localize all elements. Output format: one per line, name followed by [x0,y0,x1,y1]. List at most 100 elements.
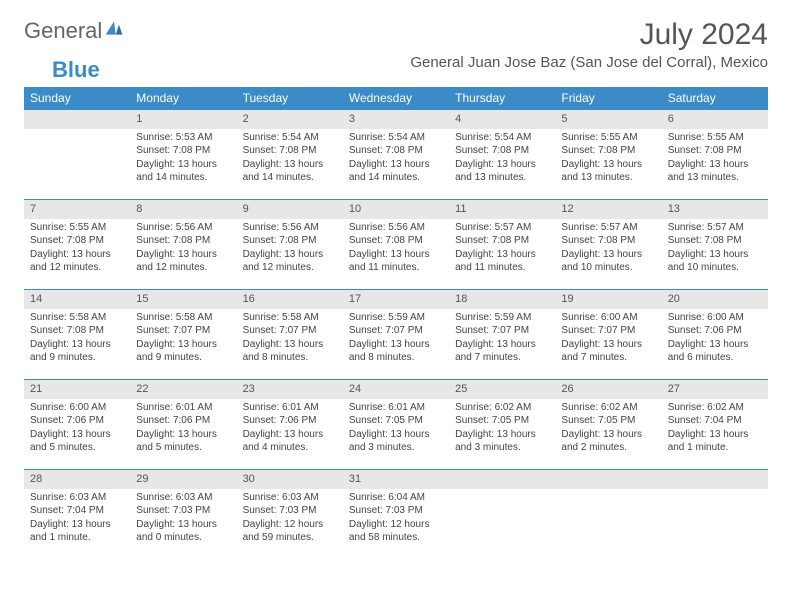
detail-line: Daylight: 13 hours [668,428,762,442]
day-number: 1 [130,109,236,129]
detail-line: Sunrise: 5:56 AM [349,221,443,235]
day-details: Sunrise: 5:54 AMSunset: 7:08 PMDaylight:… [343,129,449,189]
detail-line: Sunset: 7:08 PM [668,234,762,248]
day-number: 3 [343,109,449,129]
logo-sub: Blue [24,57,768,83]
detail-line: Sunrise: 6:03 AM [243,491,337,505]
detail-line: Daylight: 13 hours [136,248,230,262]
day-details: Sunrise: 5:57 AMSunset: 7:08 PMDaylight:… [662,219,768,279]
detail-line: Sunset: 7:08 PM [455,234,549,248]
weekday-header: Sunday [24,87,130,109]
day-cell: 28Sunrise: 6:03 AMSunset: 7:04 PMDayligh… [24,469,130,559]
detail-line: Daylight: 13 hours [455,338,549,352]
day-details: Sunrise: 5:55 AMSunset: 7:08 PMDaylight:… [555,129,661,189]
detail-line: Sunrise: 6:03 AM [30,491,124,505]
day-details: Sunrise: 6:03 AMSunset: 7:04 PMDaylight:… [24,489,130,549]
detail-line: Sunset: 7:08 PM [136,144,230,158]
detail-line: and 5 minutes. [136,441,230,455]
detail-line: Sunrise: 5:59 AM [349,311,443,325]
detail-line: and 14 minutes. [243,171,337,185]
day-details: Sunrise: 5:59 AMSunset: 7:07 PMDaylight:… [343,309,449,369]
day-details: Sunrise: 5:54 AMSunset: 7:08 PMDaylight:… [237,129,343,189]
detail-line: and 9 minutes. [30,351,124,365]
day-details: Sunrise: 5:57 AMSunset: 7:08 PMDaylight:… [555,219,661,279]
day-number: 23 [237,379,343,399]
detail-line: Daylight: 13 hours [243,248,337,262]
detail-line: Daylight: 13 hours [349,248,443,262]
detail-line: Daylight: 13 hours [243,428,337,442]
day-details: Sunrise: 5:58 AMSunset: 7:08 PMDaylight:… [24,309,130,369]
day-number: 30 [237,469,343,489]
detail-line: Daylight: 13 hours [30,248,124,262]
detail-line: Sunset: 7:08 PM [349,234,443,248]
detail-line: and 11 minutes. [349,261,443,275]
detail-line: Sunset: 7:08 PM [30,234,124,248]
day-details: Sunrise: 6:02 AMSunset: 7:05 PMDaylight:… [555,399,661,459]
detail-line: Sunrise: 5:53 AM [136,131,230,145]
weekday-header: Tuesday [237,87,343,109]
detail-line: Daylight: 13 hours [349,158,443,172]
detail-line: Sunrise: 5:59 AM [455,311,549,325]
day-cell: 12Sunrise: 5:57 AMSunset: 7:08 PMDayligh… [555,199,661,289]
weekday-header: Friday [555,87,661,109]
detail-line: Daylight: 13 hours [455,248,549,262]
calendar-body: 1Sunrise: 5:53 AMSunset: 7:08 PMDaylight… [24,109,768,559]
detail-line: and 8 minutes. [349,351,443,365]
detail-line: and 12 minutes. [30,261,124,275]
day-details: Sunrise: 5:54 AMSunset: 7:08 PMDaylight:… [449,129,555,189]
detail-line: Sunrise: 5:56 AM [136,221,230,235]
detail-line: Sunrise: 6:00 AM [668,311,762,325]
day-number: 20 [662,289,768,309]
detail-line: Sunrise: 6:01 AM [136,401,230,415]
day-number: 2 [237,109,343,129]
detail-line: Sunrise: 5:54 AM [349,131,443,145]
detail-line: Sunset: 7:05 PM [455,414,549,428]
day-cell: 1Sunrise: 5:53 AMSunset: 7:08 PMDaylight… [130,109,236,199]
calendar-table: SundayMondayTuesdayWednesdayThursdayFrid… [24,87,768,559]
detail-line: and 10 minutes. [561,261,655,275]
detail-line: Sunrise: 5:57 AM [561,221,655,235]
day-details: Sunrise: 5:53 AMSunset: 7:08 PMDaylight:… [130,129,236,189]
day-details: Sunrise: 5:56 AMSunset: 7:08 PMDaylight:… [343,219,449,279]
day-number [662,469,768,489]
day-number: 17 [343,289,449,309]
day-cell: 7Sunrise: 5:55 AMSunset: 7:08 PMDaylight… [24,199,130,289]
logo-text-2: Blue [52,57,100,82]
day-number [555,469,661,489]
detail-line: Sunrise: 5:55 AM [561,131,655,145]
detail-line: Sunset: 7:07 PM [136,324,230,338]
day-cell: 20Sunrise: 6:00 AMSunset: 7:06 PMDayligh… [662,289,768,379]
day-number: 24 [343,379,449,399]
detail-line: Daylight: 13 hours [455,428,549,442]
detail-line: Sunset: 7:06 PM [136,414,230,428]
detail-line: Daylight: 13 hours [30,338,124,352]
day-number: 11 [449,199,555,219]
day-details: Sunrise: 6:00 AMSunset: 7:07 PMDaylight:… [555,309,661,369]
day-details: Sunrise: 5:56 AMSunset: 7:08 PMDaylight:… [237,219,343,279]
detail-line: Sunset: 7:08 PM [243,234,337,248]
day-details: Sunrise: 5:58 AMSunset: 7:07 PMDaylight:… [130,309,236,369]
day-cell: 15Sunrise: 5:58 AMSunset: 7:07 PMDayligh… [130,289,236,379]
logo-text-1: General [24,18,102,44]
detail-line: and 10 minutes. [668,261,762,275]
detail-line: Sunset: 7:07 PM [561,324,655,338]
detail-line: Daylight: 13 hours [30,428,124,442]
detail-line: Sunrise: 6:03 AM [136,491,230,505]
detail-line: and 12 minutes. [243,261,337,275]
detail-line: and 4 minutes. [243,441,337,455]
detail-line: and 58 minutes. [349,531,443,545]
detail-line: Sunset: 7:08 PM [243,144,337,158]
detail-line: Sunset: 7:04 PM [30,504,124,518]
detail-line: and 11 minutes. [455,261,549,275]
day-details: Sunrise: 6:03 AMSunset: 7:03 PMDaylight:… [130,489,236,549]
day-cell: 24Sunrise: 6:01 AMSunset: 7:05 PMDayligh… [343,379,449,469]
detail-line: and 14 minutes. [136,171,230,185]
day-number: 12 [555,199,661,219]
month-title: July 2024 [410,18,768,52]
detail-line: Sunrise: 5:55 AM [668,131,762,145]
day-number: 16 [237,289,343,309]
day-details: Sunrise: 6:00 AMSunset: 7:06 PMDaylight:… [24,399,130,459]
day-number: 22 [130,379,236,399]
day-cell: 21Sunrise: 6:00 AMSunset: 7:06 PMDayligh… [24,379,130,469]
detail-line: and 3 minutes. [349,441,443,455]
